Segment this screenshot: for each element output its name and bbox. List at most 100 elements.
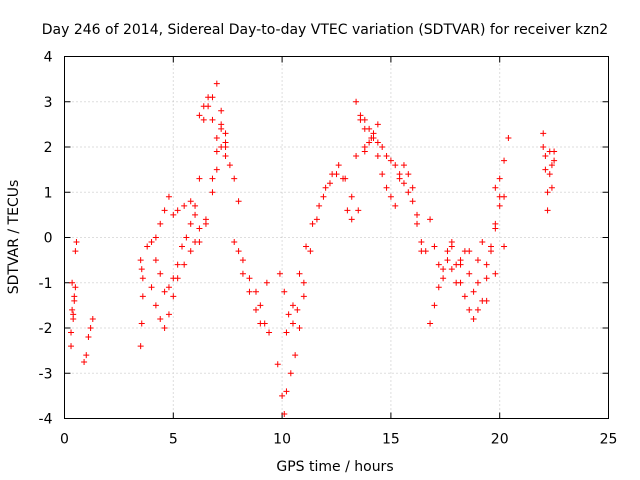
data-point bbox=[409, 198, 416, 205]
data-point bbox=[226, 162, 233, 169]
data-point bbox=[303, 243, 310, 250]
data-point bbox=[174, 207, 181, 214]
data-point bbox=[322, 184, 329, 191]
data-point bbox=[152, 234, 159, 241]
data-point bbox=[300, 279, 307, 286]
data-point bbox=[287, 370, 294, 377]
data-point bbox=[161, 207, 168, 214]
series-arc-9 bbox=[239, 270, 270, 327]
data-point bbox=[235, 198, 242, 205]
data-point bbox=[483, 261, 490, 268]
y-tick-label: -4 bbox=[39, 412, 53, 428]
data-point bbox=[383, 184, 390, 191]
data-point bbox=[181, 202, 188, 209]
y-tick-label: 1 bbox=[44, 185, 53, 201]
series-arc-7 bbox=[196, 94, 242, 205]
data-point bbox=[157, 220, 164, 227]
data-point bbox=[353, 153, 360, 160]
data-point bbox=[505, 134, 512, 141]
data-point bbox=[422, 248, 429, 255]
data-point bbox=[431, 302, 438, 309]
data-point bbox=[283, 329, 290, 336]
data-point bbox=[152, 302, 159, 309]
series-arc-10 bbox=[274, 293, 307, 417]
x-tick-label: 10 bbox=[273, 432, 291, 448]
data-point bbox=[68, 343, 75, 350]
data-point bbox=[440, 266, 447, 273]
data-point bbox=[285, 311, 292, 318]
data-point bbox=[357, 112, 364, 119]
series-arc-2 bbox=[81, 315, 96, 365]
data-point bbox=[209, 116, 216, 123]
data-point bbox=[222, 144, 229, 150]
data-point bbox=[83, 352, 90, 359]
data-point bbox=[274, 361, 281, 368]
y-tick-label: -2 bbox=[39, 321, 53, 337]
data-point bbox=[246, 288, 253, 295]
data-point bbox=[542, 153, 549, 160]
data-point bbox=[374, 153, 381, 160]
data-point bbox=[276, 270, 283, 277]
data-point bbox=[73, 239, 80, 246]
data-point bbox=[335, 162, 342, 169]
series-arc-18 bbox=[492, 134, 512, 191]
y-tick-label: 4 bbox=[44, 50, 53, 66]
data-point bbox=[435, 261, 442, 268]
data-point bbox=[183, 234, 190, 241]
data-point bbox=[296, 270, 303, 277]
data-point bbox=[483, 275, 490, 282]
data-point bbox=[355, 207, 362, 214]
data-point bbox=[289, 302, 296, 309]
data-point bbox=[479, 239, 486, 246]
data-point bbox=[313, 216, 320, 223]
data-point bbox=[252, 306, 259, 313]
series-arc-1a bbox=[68, 239, 80, 350]
data-point bbox=[174, 261, 181, 268]
data-point bbox=[81, 358, 88, 365]
data-point bbox=[470, 315, 477, 322]
data-point bbox=[427, 216, 434, 223]
data-point bbox=[69, 306, 76, 313]
data-point bbox=[152, 257, 159, 264]
data-point bbox=[418, 239, 425, 246]
data-point bbox=[263, 279, 270, 286]
series-arc-8 bbox=[231, 239, 273, 336]
grid-lines bbox=[64, 56, 609, 419]
data-point bbox=[405, 189, 412, 196]
series-arc-19 bbox=[540, 130, 558, 196]
data-point bbox=[196, 112, 203, 119]
data-point bbox=[379, 144, 386, 150]
data-point bbox=[213, 166, 220, 173]
data-point bbox=[257, 320, 264, 327]
data-point bbox=[292, 352, 299, 359]
data-point bbox=[200, 116, 207, 123]
data-point bbox=[139, 275, 146, 282]
data-point bbox=[546, 171, 553, 178]
data-point bbox=[387, 157, 394, 164]
data-point bbox=[466, 270, 473, 277]
data-point bbox=[453, 279, 460, 286]
data-point bbox=[289, 320, 296, 327]
data-point bbox=[387, 193, 394, 200]
data-point bbox=[218, 121, 225, 128]
y-tick-label: 2 bbox=[44, 140, 53, 156]
data-point bbox=[239, 270, 246, 277]
data-point bbox=[329, 171, 336, 178]
data-point bbox=[542, 166, 549, 173]
data-point bbox=[170, 211, 177, 218]
data-point bbox=[405, 171, 412, 178]
data-point bbox=[540, 144, 547, 150]
series-arc-15 bbox=[427, 193, 503, 327]
y-tick-label: -1 bbox=[39, 276, 53, 292]
data-point bbox=[444, 248, 451, 255]
data-point bbox=[139, 293, 146, 300]
data-point bbox=[165, 311, 172, 318]
y-axis-label: SDTVAR / TECUs bbox=[6, 180, 22, 295]
data-point bbox=[283, 388, 290, 395]
data-point bbox=[148, 284, 155, 291]
data-point bbox=[440, 275, 447, 282]
data-point bbox=[366, 139, 373, 146]
data-point bbox=[161, 325, 168, 331]
data-point bbox=[348, 216, 355, 223]
data-point bbox=[281, 410, 288, 417]
